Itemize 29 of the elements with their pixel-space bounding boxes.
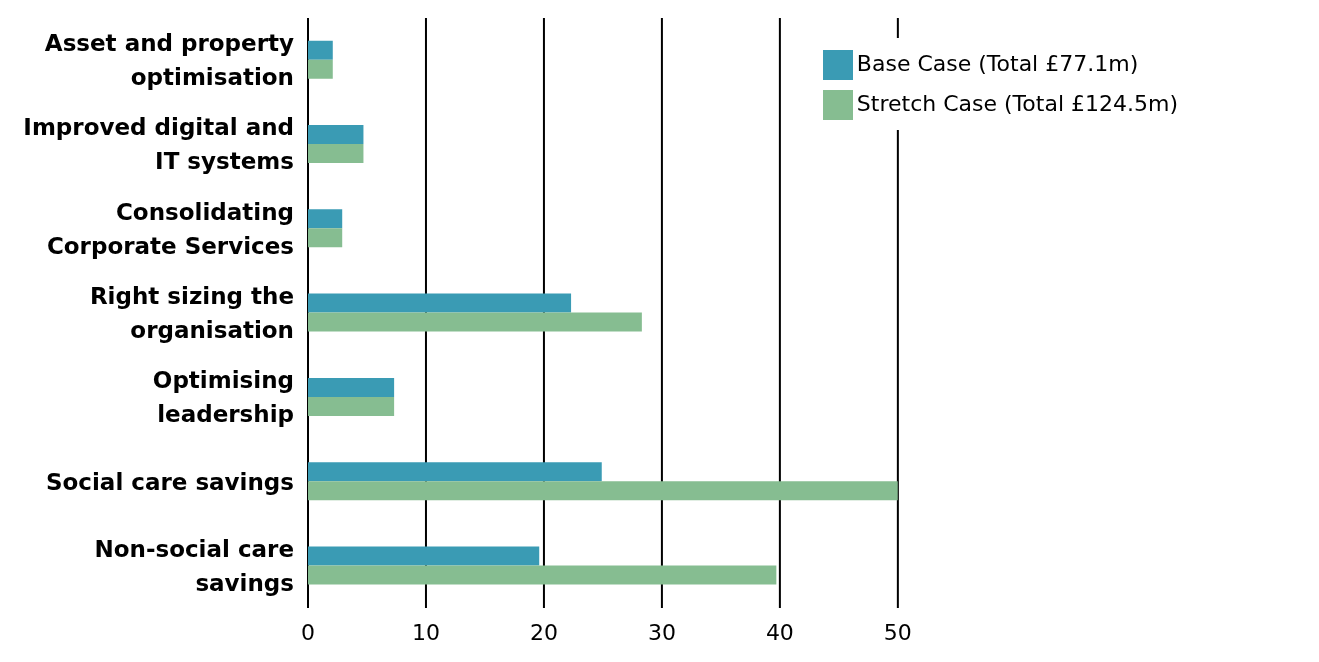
- bar: [308, 293, 572, 313]
- bar: [308, 59, 333, 79]
- bar: [308, 228, 343, 248]
- bar: [308, 481, 898, 501]
- y-tick-label: Social care savings: [45, 468, 294, 495]
- legend-label: Base Case (Total £77.1m): [856, 51, 1139, 76]
- y-tick-label: Non-social care savings: [94, 535, 294, 596]
- y-tick-label: Consolidating Corporate Services: [46, 198, 294, 259]
- legend-label: Stretch Case (Total £124.5m): [856, 91, 1178, 116]
- bar: [308, 565, 777, 585]
- y-tick-label: Improved digital and IT systems: [23, 114, 294, 175]
- bar: [308, 209, 343, 229]
- y-tick-label: Right sizing the organisation: [89, 283, 294, 344]
- x-tick-label: 20: [529, 619, 558, 645]
- x-tick-label: 0: [301, 619, 315, 645]
- x-tick-label: 40: [765, 619, 794, 645]
- bar: [308, 462, 602, 482]
- bar: [308, 546, 540, 566]
- x-tick-label: 10: [411, 619, 440, 645]
- bar: [308, 40, 333, 60]
- x-tick-label: 50: [883, 619, 912, 645]
- bar: [308, 396, 395, 416]
- x-tick-label: 30: [647, 619, 676, 645]
- y-tick-label: Optimising leadership: [152, 367, 294, 428]
- bar: [308, 377, 395, 397]
- y-tick-label: Asset and property optimisation: [44, 30, 294, 91]
- bar: [308, 125, 364, 145]
- bar: [308, 144, 364, 164]
- bar: [308, 312, 642, 332]
